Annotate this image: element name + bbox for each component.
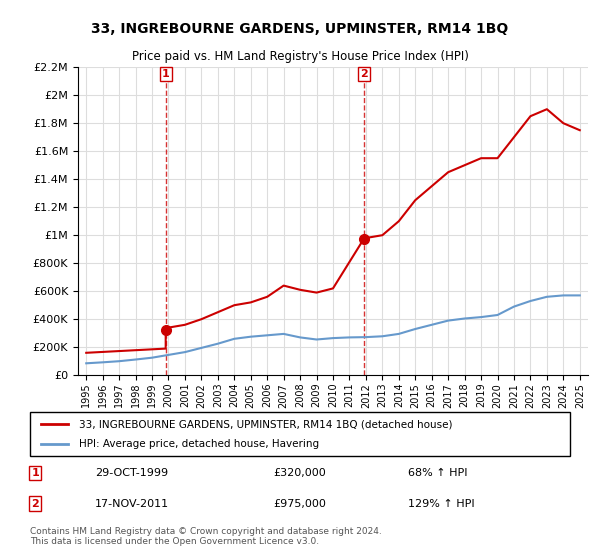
Text: 2: 2 [360, 69, 368, 79]
Text: 1: 1 [32, 468, 39, 478]
Text: 2: 2 [32, 498, 39, 508]
Text: HPI: Average price, detached house, Havering: HPI: Average price, detached house, Have… [79, 439, 319, 449]
FancyBboxPatch shape [30, 412, 570, 456]
Text: 68% ↑ HPI: 68% ↑ HPI [408, 468, 467, 478]
Text: 17-NOV-2011: 17-NOV-2011 [95, 498, 169, 508]
Text: Price paid vs. HM Land Registry's House Price Index (HPI): Price paid vs. HM Land Registry's House … [131, 50, 469, 63]
Text: £975,000: £975,000 [273, 498, 326, 508]
Text: 29-OCT-1999: 29-OCT-1999 [95, 468, 168, 478]
Text: 33, INGREBOURNE GARDENS, UPMINSTER, RM14 1BQ (detached house): 33, INGREBOURNE GARDENS, UPMINSTER, RM14… [79, 419, 452, 429]
Text: 33, INGREBOURNE GARDENS, UPMINSTER, RM14 1BQ: 33, INGREBOURNE GARDENS, UPMINSTER, RM14… [91, 22, 509, 36]
Text: 129% ↑ HPI: 129% ↑ HPI [408, 498, 475, 508]
Text: Contains HM Land Registry data © Crown copyright and database right 2024.
This d: Contains HM Land Registry data © Crown c… [30, 526, 382, 546]
Text: £320,000: £320,000 [273, 468, 326, 478]
Text: 1: 1 [162, 69, 170, 79]
